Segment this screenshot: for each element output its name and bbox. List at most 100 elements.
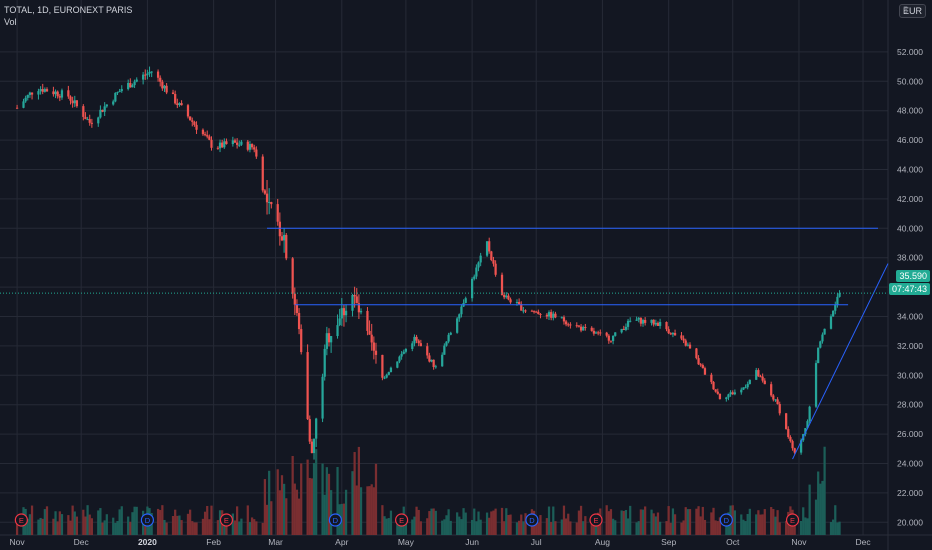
volume-bar [577,510,581,535]
volume-bar [233,520,237,535]
candle-body [432,359,435,367]
candle-body [624,326,628,330]
candle-body [701,365,704,369]
volume-bar [82,509,85,535]
candle-body [171,92,175,94]
volume-bar [291,455,294,535]
volume-bar [684,507,687,535]
candle-body [133,81,136,86]
volume-bar [218,510,222,535]
candle-body [39,89,42,92]
candle-body [714,389,717,392]
candle-body [562,317,566,322]
volume-bar [432,508,435,535]
volume-bar [327,473,331,535]
volume-bar [639,509,642,535]
candle-body [71,100,74,104]
candle-body [490,251,493,261]
candle-body [607,335,610,341]
candle-body [131,85,134,88]
volume-bar [823,446,826,535]
volume-bar [248,522,252,535]
volume-bar [238,521,241,535]
candle-body [127,82,130,90]
candle-body [550,312,553,318]
candle-body [163,85,166,89]
candle-body [686,344,689,346]
candle-body [159,77,162,82]
volume-bar [114,522,117,535]
volume-bar [733,510,736,535]
volume-bar [829,521,833,535]
candle-body [755,370,758,380]
x-tick-label: Jun [465,537,479,547]
volume-bar [372,487,375,535]
volume-bar [701,506,704,535]
candle-body [770,384,773,396]
volume-bar [793,518,796,535]
y-tick-label: 44.000 [897,165,923,175]
volume-bar [492,510,495,535]
candle-body [535,311,538,313]
trend-line [792,263,889,460]
candle-body [353,294,356,297]
candle-body [697,358,700,365]
candle-body [285,234,288,259]
currency-button[interactable]: EUR [898,4,926,18]
candle-body [206,135,209,137]
volume-bar [748,508,751,535]
volume-bar [71,505,74,535]
volume-bar [28,514,32,535]
candle-body [415,336,418,341]
volume-bar [475,521,478,535]
volume-bar [411,519,414,535]
y-tick-label: 50.000 [897,76,923,86]
candle-body [669,333,672,335]
volume-bar [120,506,123,535]
dividend-marker-label: D [724,516,730,525]
volume-bar [306,459,309,535]
x-tick-label: Sep [661,537,676,547]
candle-body [688,344,692,349]
candle-body [218,142,222,149]
candle-body [599,332,602,334]
volume-bar [650,509,653,535]
volume-bar [485,512,489,535]
volume-bar [417,509,420,535]
candle-body [539,314,542,316]
volume-bar [637,521,640,535]
y-tick-label: 26.000 [897,429,923,439]
volume-bar [635,522,638,535]
volume-bar [193,522,196,535]
candle-body [605,332,608,336]
candle-body [315,418,318,439]
volume-bar [505,508,508,535]
candle-body [703,368,707,375]
candle-body [411,343,414,349]
volume-bar [774,516,777,535]
candle-body [791,441,794,449]
y-tick-label: 24.000 [897,459,923,469]
candle-body [231,140,234,145]
candle-body [265,193,269,203]
volume-bar [201,518,205,535]
volume-bar [579,505,583,535]
x-tick-label: Oct [726,537,740,547]
candle-body [186,105,190,117]
volume-bar [278,490,281,535]
candle-body [712,381,715,390]
volume-bar [554,521,557,535]
earnings-marker [589,513,603,527]
candle-body [445,341,448,346]
volume-bar [52,518,55,535]
candle-body [189,116,192,121]
volume-bar [163,519,166,535]
volume-bar [710,512,713,535]
volume-bar [620,510,623,535]
candle-body [73,100,76,104]
volume-bar [594,518,598,535]
y-tick-label: 38.000 [897,253,923,263]
candle-body [475,267,478,277]
volume-bar [575,522,578,535]
